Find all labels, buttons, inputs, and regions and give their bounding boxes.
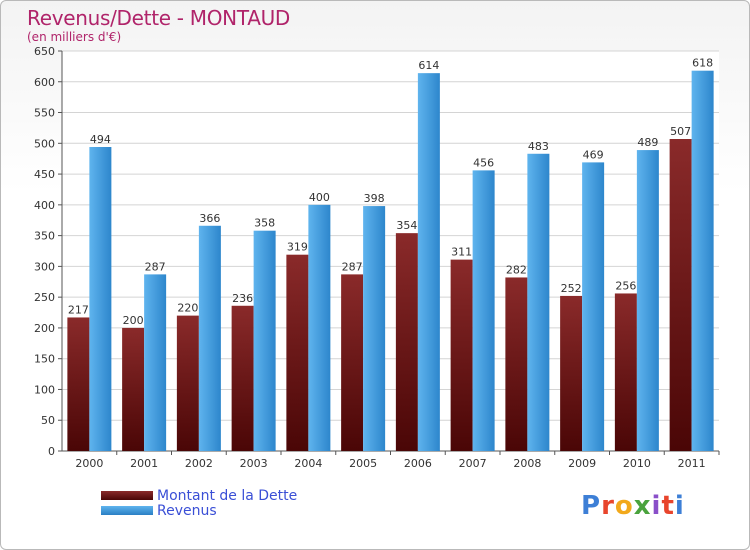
dette-data-label: 287	[342, 260, 363, 273]
revenus-data-label: 469	[583, 148, 604, 161]
y-tick-label: 200	[34, 322, 55, 335]
logo-letter: r	[601, 491, 615, 521]
revenus-data-label: 366	[199, 212, 220, 225]
revenus-bar	[582, 162, 605, 451]
dette-bar	[505, 277, 528, 451]
revenus-bar	[691, 70, 714, 451]
y-tick-label: 600	[34, 76, 55, 89]
logo-letter: i	[674, 491, 685, 521]
dette-data-label: 200	[123, 314, 144, 327]
y-tick-label: 50	[41, 414, 55, 427]
x-tick-label: 2000	[75, 457, 103, 470]
dette-data-label: 354	[396, 219, 417, 232]
legend-item-dette: Montant de la Dette	[101, 487, 298, 504]
y-tick-label: 500	[34, 137, 55, 150]
logo-letter: i	[651, 491, 662, 521]
y-tick-label: 100	[34, 383, 55, 396]
x-tick-label: 2010	[623, 457, 651, 470]
revenus-data-label: 456	[473, 156, 494, 169]
x-tick-label: 2009	[568, 457, 596, 470]
revenus-bar	[308, 204, 331, 451]
x-tick-label: 2006	[404, 457, 432, 470]
dette-bar	[231, 305, 254, 451]
dette-data-label: 282	[506, 263, 527, 276]
dette-data-label: 507	[670, 125, 691, 138]
revenus-data-label: 400	[309, 191, 330, 204]
dette-data-label: 236	[232, 292, 253, 305]
revenus-bar	[417, 73, 440, 452]
dette-bar	[669, 139, 692, 451]
plot-area	[62, 51, 719, 451]
y-tick-label: 150	[34, 353, 55, 366]
legend-item-revenus: Revenus	[101, 502, 297, 519]
x-tick-label: 2002	[185, 457, 213, 470]
chart-subtitle: (en milliers d'€)	[27, 30, 122, 44]
revenus-bar	[89, 147, 112, 451]
revenus-bar	[527, 153, 550, 451]
dette-data-label: 217	[68, 303, 89, 316]
revenus-bar	[144, 274, 167, 451]
legend: Montant de la Dette Revenus	[101, 487, 298, 519]
x-tick-label: 2003	[240, 457, 268, 470]
logo-letter: x	[633, 491, 652, 521]
dette-bar	[614, 293, 637, 451]
y-tick-label: 250	[34, 291, 55, 304]
dette-data-label: 252	[561, 282, 582, 295]
revenus-bar	[253, 230, 276, 451]
revenus-data-label: 358	[254, 217, 275, 230]
x-tick-label: 2007	[459, 457, 487, 470]
y-tick-label: 550	[34, 107, 55, 120]
dette-bar	[122, 327, 145, 451]
revenus-bar	[636, 150, 659, 452]
dette-data-label: 311	[451, 246, 472, 259]
revenus-bar	[198, 225, 221, 451]
y-tick-label: 350	[34, 230, 55, 243]
dette-data-label: 220	[177, 302, 198, 315]
dette-bar	[286, 254, 309, 451]
y-tick-label: 450	[34, 168, 55, 181]
dette-bar	[560, 295, 583, 451]
dette-bar	[450, 259, 473, 451]
y-tick-label: 650	[34, 45, 55, 58]
legend-swatch-dette	[101, 491, 153, 500]
x-tick-label: 2001	[130, 457, 158, 470]
revenus-data-label: 287	[145, 260, 166, 273]
dette-data-label: 256	[615, 279, 636, 292]
dette-bar	[176, 315, 199, 451]
dette-bar	[67, 317, 90, 451]
revenus-data-label: 398	[364, 192, 385, 205]
revenus-data-label: 489	[637, 136, 658, 149]
y-tick-label: 0	[48, 445, 55, 458]
dette-data-label: 319	[287, 241, 308, 254]
logo-letter: o	[614, 491, 634, 521]
revenus-data-label: 614	[418, 59, 439, 72]
x-tick-label: 2008	[513, 457, 541, 470]
x-tick-label: 2011	[678, 457, 706, 470]
revenus-bar	[363, 206, 386, 451]
x-tick-label: 2004	[294, 457, 322, 470]
revenus-data-label: 494	[90, 133, 111, 146]
revenus-data-label: 483	[528, 140, 549, 153]
logo-letter: t	[661, 491, 675, 521]
legend-label-dette: Montant de la Dette	[157, 487, 298, 504]
dette-bar	[395, 233, 418, 451]
chart-title: Revenus/Dette - MONTAUD	[27, 6, 291, 30]
proxiti-logo: Proxiti	[581, 491, 685, 521]
logo-letter: P	[581, 491, 602, 521]
legend-swatch-revenus	[101, 506, 153, 515]
dette-bar	[341, 274, 364, 451]
y-tick-label: 300	[34, 260, 55, 273]
revenus-bar	[472, 170, 495, 451]
x-tick-label: 2005	[349, 457, 377, 470]
revenus-data-label: 618	[692, 57, 713, 70]
y-tick-label: 400	[34, 199, 55, 212]
legend-label-revenus: Revenus	[157, 502, 217, 519]
